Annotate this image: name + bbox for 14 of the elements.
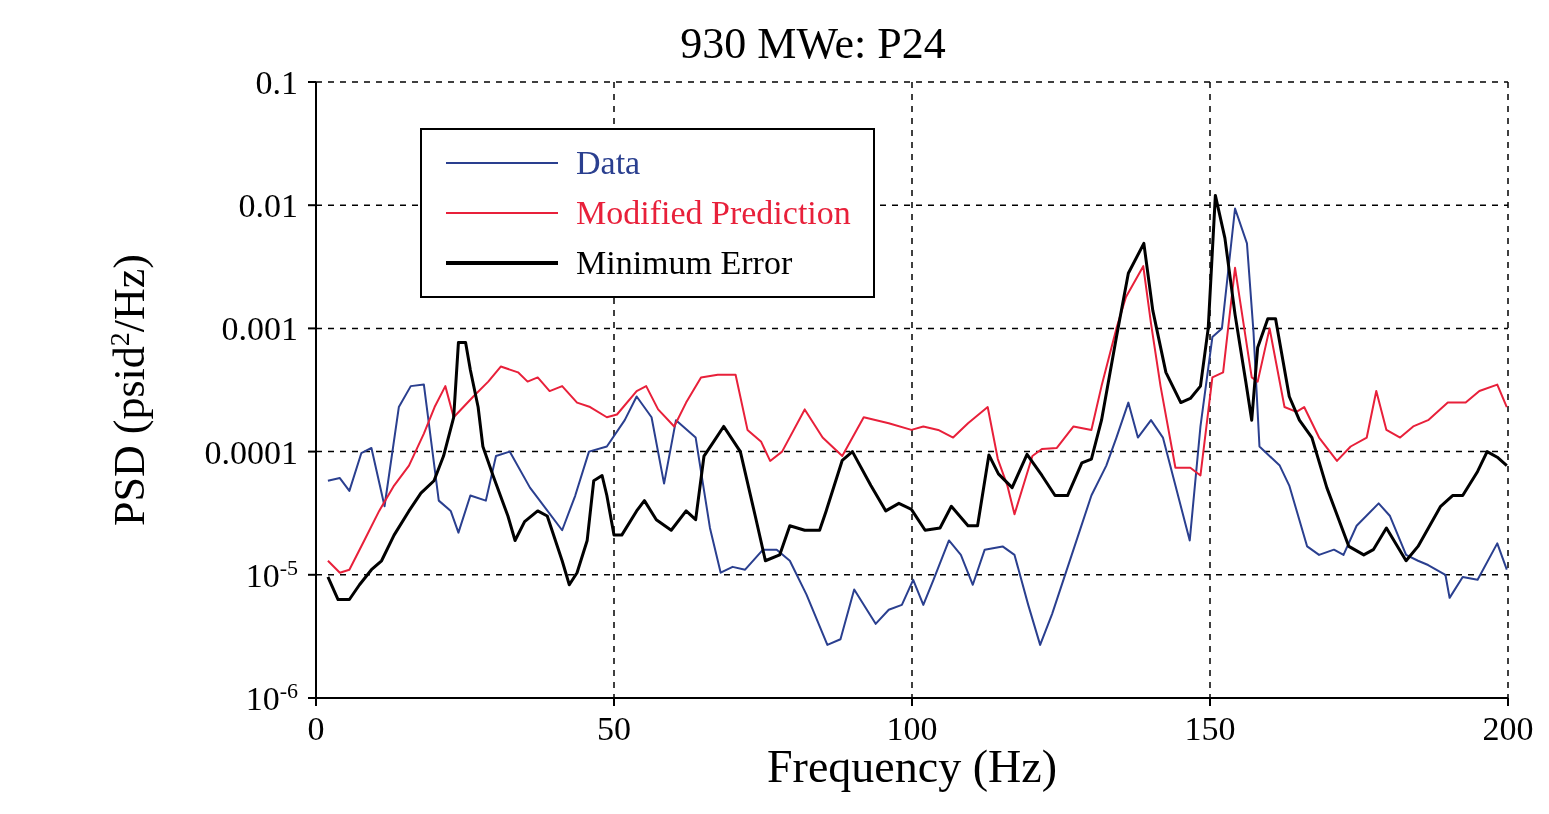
y-tick-label: 10$^{-6}$: [245, 677, 298, 717]
legend-label: Minimum Error: [576, 244, 793, 282]
y-tick-label: 0.1: [255, 64, 298, 101]
x-tick-label: 150: [1184, 710, 1236, 747]
x-tick-label: 50: [597, 710, 631, 747]
y-tick-label: 0.01: [238, 187, 298, 225]
y-tick-label: 10$^{-5}$: [245, 554, 298, 594]
legend-label: Data: [576, 144, 641, 182]
y-tick-label: 0.0001: [204, 433, 298, 471]
x-tick-label: 200: [1482, 710, 1534, 747]
x-tick-label: 0: [307, 710, 325, 747]
legend-label: Modified Prediction: [576, 194, 851, 232]
chart-title: 930 MWe: P24: [680, 19, 946, 68]
y-tick-label: 0.001: [221, 310, 298, 348]
